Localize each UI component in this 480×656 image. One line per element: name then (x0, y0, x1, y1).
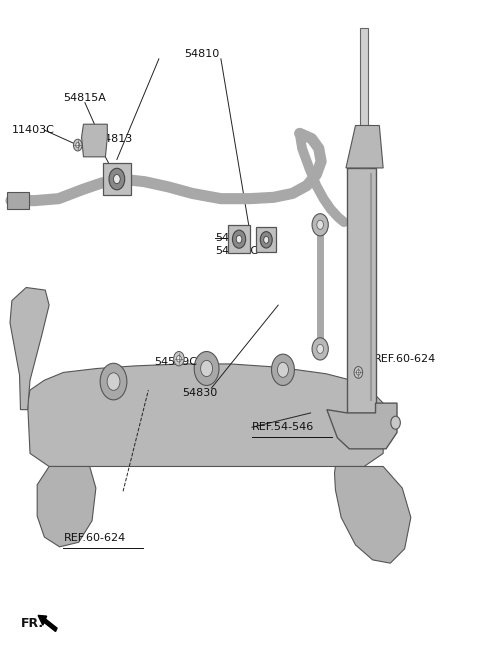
Circle shape (317, 344, 324, 354)
Polygon shape (335, 466, 411, 563)
Circle shape (232, 230, 246, 248)
Text: FR.: FR. (21, 617, 44, 630)
Circle shape (391, 416, 400, 429)
Polygon shape (256, 228, 276, 252)
Circle shape (109, 169, 125, 190)
Circle shape (312, 214, 328, 236)
Text: 54813: 54813 (215, 233, 251, 243)
Text: REF.60-624: REF.60-624 (373, 354, 436, 364)
Text: REF.54-546: REF.54-546 (252, 422, 314, 432)
Polygon shape (7, 192, 29, 209)
Circle shape (177, 356, 181, 362)
Circle shape (277, 362, 288, 377)
Polygon shape (360, 28, 368, 168)
Polygon shape (37, 466, 96, 547)
Circle shape (100, 363, 127, 400)
Circle shape (312, 338, 328, 360)
Text: 11403C: 11403C (12, 125, 55, 135)
Circle shape (76, 142, 80, 148)
Circle shape (317, 220, 324, 230)
Text: 54559C: 54559C (154, 357, 197, 367)
Circle shape (354, 367, 363, 379)
Circle shape (260, 232, 272, 248)
Circle shape (357, 370, 360, 375)
Polygon shape (10, 287, 49, 409)
Circle shape (201, 360, 213, 377)
Circle shape (264, 236, 269, 243)
Polygon shape (228, 226, 250, 253)
Text: 54810: 54810 (184, 49, 219, 58)
Circle shape (236, 236, 242, 243)
Text: 54813: 54813 (97, 134, 132, 144)
Circle shape (73, 139, 82, 151)
Circle shape (272, 354, 294, 386)
Text: 54814C: 54814C (215, 246, 258, 256)
Text: 54815A: 54815A (63, 93, 107, 103)
Circle shape (174, 352, 184, 366)
Circle shape (194, 352, 219, 386)
Polygon shape (327, 403, 397, 449)
Polygon shape (28, 364, 383, 466)
Text: 54830: 54830 (182, 388, 217, 398)
Polygon shape (347, 168, 375, 413)
Circle shape (107, 373, 120, 390)
Polygon shape (346, 125, 383, 168)
Circle shape (114, 174, 120, 184)
Polygon shape (103, 163, 131, 195)
FancyArrow shape (38, 615, 57, 632)
Text: REF.60-624: REF.60-624 (63, 533, 126, 543)
Polygon shape (82, 124, 108, 157)
